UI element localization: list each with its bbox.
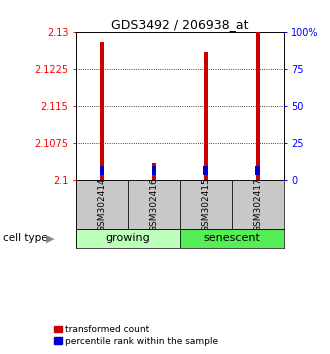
Bar	[151, 166, 156, 175]
Bar	[128, 180, 180, 229]
Bar	[180, 180, 232, 229]
Text: growing: growing	[106, 233, 150, 243]
Bar	[204, 166, 208, 175]
Bar	[180, 229, 284, 248]
Bar	[76, 180, 128, 229]
Bar	[100, 166, 104, 175]
Text: GSM302416: GSM302416	[149, 177, 158, 232]
Bar	[256, 32, 260, 180]
Text: GSM302415: GSM302415	[201, 177, 210, 232]
Text: ▶: ▶	[46, 233, 55, 243]
Title: GDS3492 / 206938_at: GDS3492 / 206938_at	[111, 18, 248, 31]
Bar	[76, 229, 180, 248]
Bar	[255, 166, 260, 175]
Bar	[152, 163, 156, 180]
Legend: transformed count, percentile rank within the sample: transformed count, percentile rank withi…	[51, 321, 222, 349]
Text: senescent: senescent	[203, 233, 260, 243]
Text: GSM302414: GSM302414	[97, 177, 106, 232]
Text: cell type: cell type	[3, 233, 48, 243]
Bar	[232, 180, 284, 229]
Bar	[100, 42, 104, 180]
Bar	[204, 52, 208, 180]
Text: GSM302417: GSM302417	[253, 177, 262, 232]
